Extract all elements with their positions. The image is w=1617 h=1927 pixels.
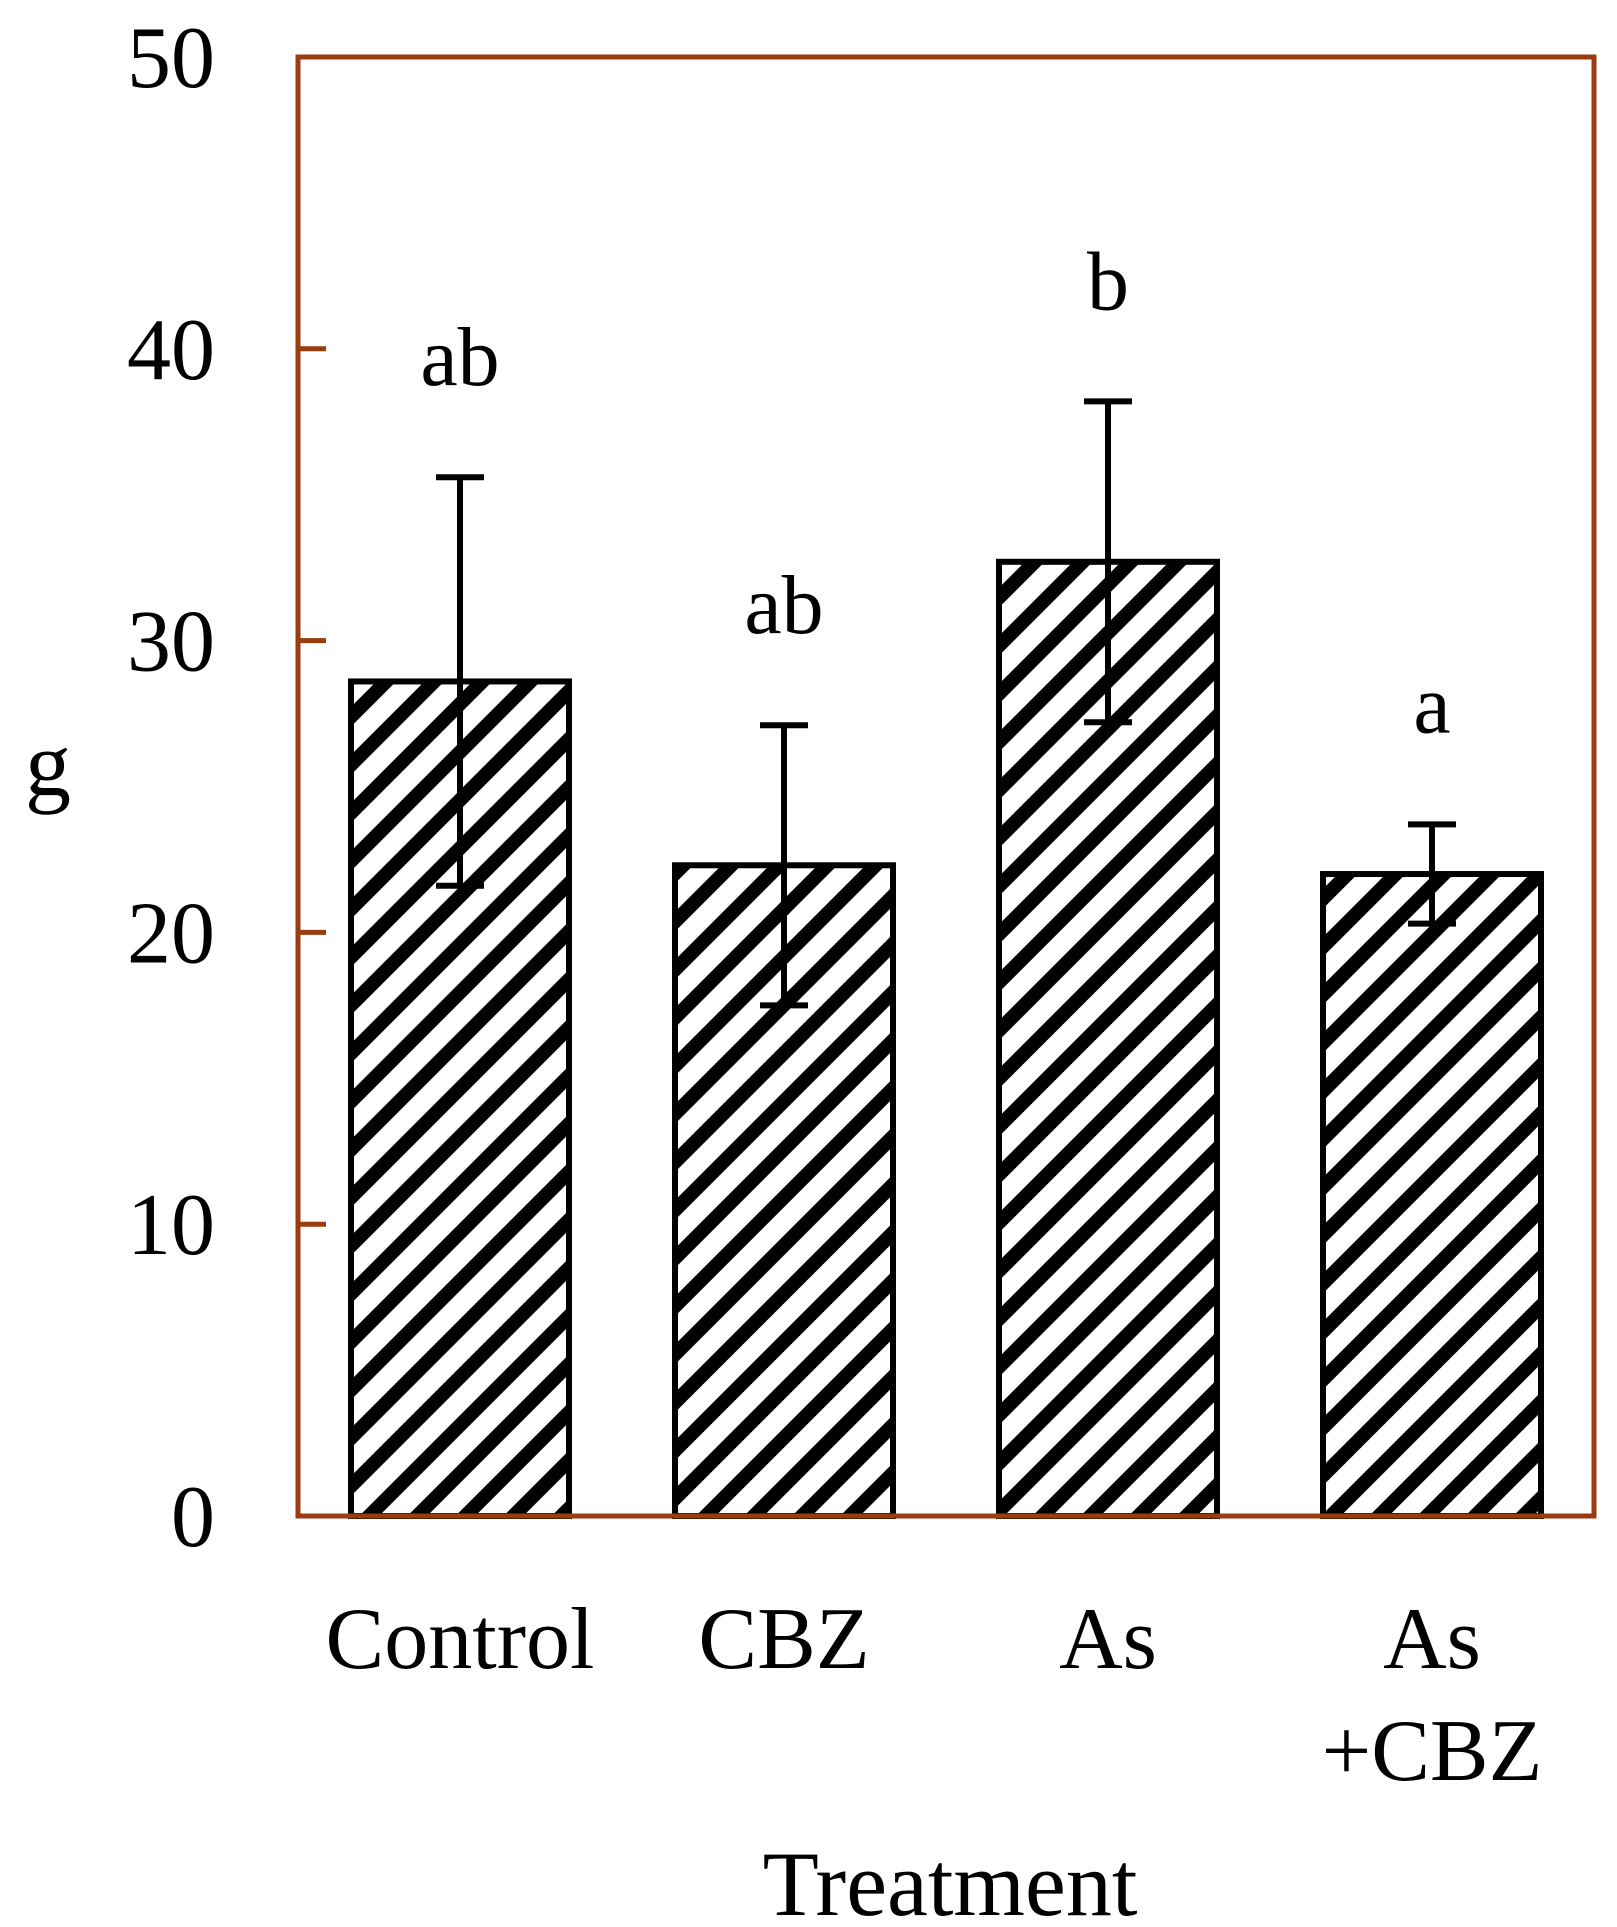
y-tick-label-5: 50 [127, 10, 215, 107]
x-tick-label-2: As [1059, 1591, 1157, 1688]
significance-letter-1: ab [744, 559, 823, 652]
x-tick-label-0: Control [326, 1591, 595, 1688]
y-axis-layer: 0 10 20 30 40 50 [127, 10, 326, 1566]
plot-frame-layer [295, 54, 1597, 1519]
y-tick-label-0: 0 [171, 1469, 215, 1566]
y-tick-label-4: 40 [127, 302, 215, 399]
significance-letter-3: a [1413, 658, 1450, 751]
bars-layer [348, 558, 1544, 1519]
significance-letter-0: ab [420, 311, 499, 404]
y-tick-label-3: 30 [127, 594, 215, 691]
y-axis-title: g [25, 713, 71, 815]
x-axis-title: Treatment [763, 1833, 1138, 1927]
labels-layer: g Treatment ab Control ab CBZ b As a As +CBZ [25, 235, 1542, 1927]
x-tick-label-3-line-1: +CBZ [1322, 1703, 1543, 1800]
y-tick-label-1: 10 [127, 1177, 215, 1274]
bar-3 [1320, 871, 1544, 1519]
x-tick-label-3-line-0: As [1383, 1591, 1481, 1688]
plot-frame [295, 54, 1597, 1519]
significance-letter-2: b [1087, 235, 1129, 328]
x-tick-label-1: CBZ [698, 1591, 869, 1688]
y-tick-label-2: 20 [127, 885, 215, 982]
error-bars-layer [436, 398, 1456, 1009]
